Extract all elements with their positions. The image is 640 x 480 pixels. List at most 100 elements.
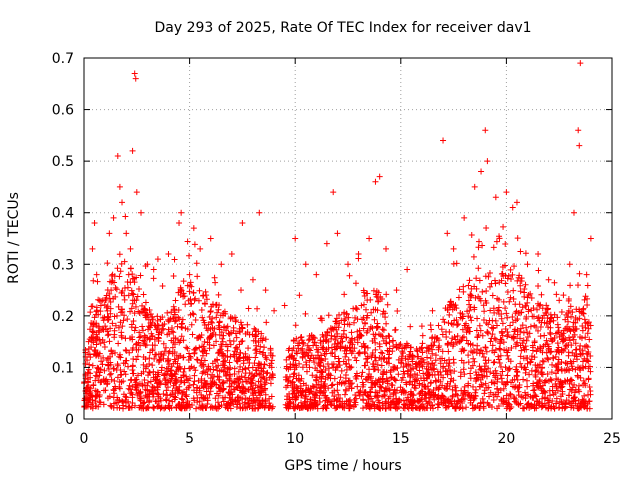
data-point: [208, 318, 215, 325]
data-point: [553, 385, 560, 392]
data-point: [191, 241, 198, 248]
data-point: [533, 405, 540, 412]
data-point: [123, 357, 130, 364]
data-point: [355, 350, 362, 357]
data-point: [375, 376, 382, 383]
y-tick-label: 0.7: [52, 51, 74, 67]
data-point: [236, 325, 243, 332]
data-point: [237, 319, 244, 326]
data-point: [405, 342, 412, 349]
data-point: [135, 346, 142, 353]
data-point: [512, 383, 519, 390]
data-point: [128, 305, 135, 312]
data-point: [206, 391, 213, 398]
data-point: [478, 367, 485, 374]
data-point: [515, 274, 522, 281]
data-point: [372, 393, 379, 400]
data-point: [361, 349, 368, 356]
data-point: [561, 405, 568, 412]
data-point: [549, 338, 555, 345]
data-point: [137, 272, 144, 279]
data-point: [465, 359, 472, 366]
data-point: [456, 286, 463, 293]
data-point: [201, 321, 208, 328]
data-point: [505, 400, 512, 407]
data-point: [189, 331, 196, 338]
data-point: [144, 379, 151, 386]
data-point: [239, 338, 246, 345]
data-point: [136, 309, 143, 316]
data-point: [179, 390, 186, 397]
data-point: [539, 364, 546, 371]
data-point: [460, 313, 467, 320]
data-point: [336, 311, 343, 318]
data-point: [411, 378, 418, 385]
data-point: [389, 398, 396, 405]
data-point: [584, 344, 591, 351]
data-point: [468, 317, 475, 324]
data-point: [294, 403, 301, 410]
data-point: [107, 361, 114, 368]
data-point: [573, 325, 580, 332]
data-point: [185, 377, 192, 384]
data-point: [309, 372, 316, 379]
data-point: [100, 387, 107, 394]
data-point: [548, 377, 555, 384]
data-point: [493, 385, 500, 392]
data-point: [329, 349, 336, 356]
data-point: [306, 364, 313, 371]
data-point: [250, 397, 257, 404]
data-point: [487, 338, 494, 345]
data-point: [199, 352, 206, 359]
data-point: [198, 402, 205, 409]
data-point: [171, 318, 178, 325]
data-point: [420, 370, 427, 377]
data-point: [403, 381, 410, 388]
data-point: [152, 398, 159, 405]
data-point: [192, 317, 199, 324]
data-point: [506, 365, 513, 372]
data-point: [108, 279, 115, 286]
data-point: [199, 370, 206, 377]
data-point: [436, 342, 443, 349]
data-point: [513, 372, 520, 379]
data-point: [211, 380, 218, 387]
data-point: [558, 359, 565, 366]
data-point: [461, 383, 468, 390]
data-point: [310, 383, 317, 390]
data-point: [308, 352, 315, 359]
data-point: [554, 361, 561, 368]
data-point: [267, 403, 274, 410]
data-point: [143, 341, 150, 348]
data-point: [169, 398, 176, 405]
data-point: [354, 306, 361, 313]
data-point: [379, 333, 386, 340]
data-point: [342, 353, 349, 360]
data-point: [561, 327, 568, 334]
data-point: [581, 296, 588, 303]
data-point: [581, 316, 588, 323]
data-point: [369, 349, 376, 356]
data-point: [502, 305, 509, 312]
data-point: [341, 347, 348, 354]
data-point: [427, 355, 434, 362]
data-point: [572, 340, 579, 347]
data-point: [504, 349, 511, 356]
data-point: [582, 363, 589, 370]
data-point: [452, 404, 459, 411]
data-point: [148, 321, 155, 328]
data-point: [460, 283, 467, 290]
data-point: [226, 366, 233, 373]
data-point: [520, 329, 527, 336]
data-point: [350, 403, 357, 410]
data-point: [89, 328, 96, 335]
data-point: [314, 352, 321, 359]
data-point: [580, 377, 587, 384]
data-point: [497, 387, 504, 394]
data-point: [575, 282, 582, 289]
data-point: [201, 357, 208, 364]
data-point: [374, 361, 381, 368]
data-point: [517, 353, 524, 360]
data-point: [402, 355, 409, 362]
data-point: [296, 360, 303, 367]
